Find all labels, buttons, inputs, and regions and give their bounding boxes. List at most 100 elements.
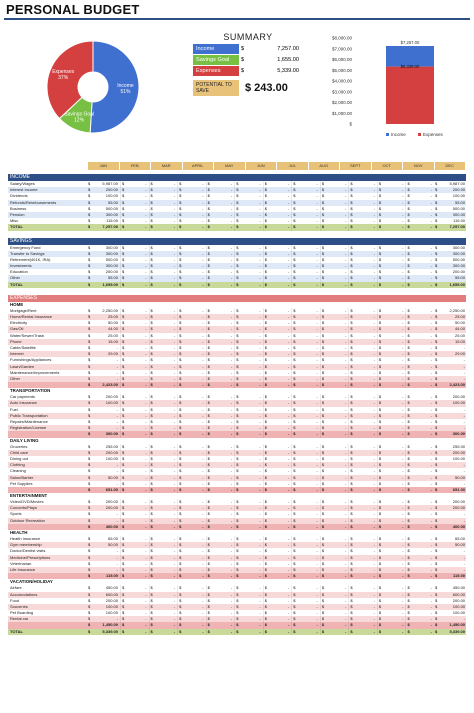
jan-cell[interactable]: $200.00: [88, 499, 120, 505]
month-cell[interactable]: $ -: [120, 281, 149, 288]
month-cell[interactable]: $ -: [205, 412, 235, 419]
month-cell[interactable]: $ -: [148, 616, 178, 623]
month-cell[interactable]: $ -: [291, 431, 320, 438]
table-row[interactable]: $115.00 $ - $ - $ - $ - $ - $ - $ - $ - $ - $ - $ - $115.00: [8, 573, 466, 580]
jan-cell[interactable]: $ -: [88, 345, 120, 351]
month-cell[interactable]: $ -: [148, 449, 178, 456]
month-cell[interactable]: $ -: [376, 218, 406, 225]
month-cell[interactable]: $ -: [234, 616, 263, 623]
table-row[interactable]: Pension $300.00 $ - $ - $ - $ - $ - $ - $ - $ - $ - $ - $ - $300…: [8, 211, 466, 219]
month-cell[interactable]: $ -: [120, 218, 149, 225]
month-cell[interactable]: $ -: [262, 443, 292, 450]
month-cell[interactable]: $ -: [348, 382, 377, 389]
table-row[interactable]: Medicine/Prescriptions $ - $ - $ - $ - $ - $ - $ - $ - $ -…: [8, 554, 466, 561]
month-cell[interactable]: $ -: [319, 357, 349, 364]
month-cell[interactable]: $ -: [319, 455, 349, 463]
month-cell[interactable]: $ -: [177, 199, 206, 206]
month-cell[interactable]: $ -: [205, 462, 235, 469]
month-cell[interactable]: $ -: [405, 218, 434, 225]
month-cell[interactable]: $ -: [120, 462, 149, 469]
month-cell[interactable]: $ -: [405, 573, 434, 580]
month-cell[interactable]: $ -: [405, 560, 434, 567]
month-cell[interactable]: $ -: [262, 591, 292, 598]
month-cell[interactable]: $ -: [376, 224, 406, 231]
month-cell[interactable]: $ -: [262, 244, 292, 251]
table-row[interactable]: Repairs/Maintenance $ - $ - $ - $ - $ - $ - $ - $ - $ - $ - $…: [8, 419, 466, 426]
month-cell[interactable]: $ -: [319, 406, 349, 413]
month-cell[interactable]: $ -: [120, 486, 149, 494]
month-cell[interactable]: $ -: [205, 250, 235, 257]
month-cell[interactable]: $ -: [205, 351, 235, 358]
month-cell[interactable]: $ -: [205, 199, 235, 206]
month-cell[interactable]: $ -: [376, 314, 406, 321]
month-cell[interactable]: $ -: [319, 394, 349, 401]
table-row[interactable]: Concerts/Plays $200.00 $ - $ - $ - $ - $ - $ - $ - $ - $ - $…: [8, 505, 466, 512]
month-cell[interactable]: $ -: [177, 505, 206, 512]
month-cell[interactable]: $ -: [177, 224, 206, 231]
month-cell[interactable]: $ -: [234, 603, 263, 611]
month-cell[interactable]: $ -: [205, 224, 235, 231]
month-cell[interactable]: $ -: [291, 320, 320, 327]
month-cell[interactable]: $ -: [348, 357, 377, 364]
month-cell[interactable]: $ -: [319, 443, 349, 450]
jan-cell[interactable]: $115.00: [88, 218, 120, 224]
month-cell[interactable]: $ -: [376, 269, 406, 276]
table-row[interactable]: TOTAL $1,655.00 $ - $ - $ - $ - $ - $ - $ - $ - $ - $ - $ - $1,6…: [8, 281, 466, 288]
month-cell[interactable]: $ -: [177, 263, 206, 270]
month-cell[interactable]: $ -: [177, 449, 206, 456]
month-cell[interactable]: $ -: [262, 449, 292, 456]
month-cell[interactable]: $ -: [234, 474, 263, 481]
month-cell[interactable]: $ -: [348, 511, 377, 518]
month-cell[interactable]: $ -: [319, 211, 349, 219]
month-cell[interactable]: $ -: [262, 320, 292, 327]
month-cell[interactable]: $ -: [177, 628, 206, 635]
month-cell[interactable]: $ -: [348, 375, 377, 383]
month-cell[interactable]: $ -: [177, 338, 206, 345]
month-cell[interactable]: $ -: [405, 480, 434, 487]
month-cell[interactable]: $ -: [234, 338, 263, 345]
month-cell[interactable]: $ -: [291, 591, 320, 598]
jan-cell[interactable]: $50.00: [88, 475, 120, 481]
month-cell[interactable]: $ -: [348, 338, 377, 345]
month-cell[interactable]: $ -: [262, 351, 292, 358]
month-cell[interactable]: $ -: [376, 419, 406, 426]
jan-cell[interactable]: $25.00: [88, 314, 120, 320]
month-cell[interactable]: $ -: [148, 363, 178, 370]
month-cell[interactable]: $ -: [405, 468, 434, 475]
month-cell[interactable]: $ -: [205, 369, 235, 376]
month-cell[interactable]: $ -: [376, 344, 406, 352]
jan-cell[interactable]: $15.00: [88, 339, 120, 345]
month-cell[interactable]: $ -: [291, 338, 320, 345]
month-cell[interactable]: $ -: [148, 573, 178, 580]
month-cell[interactable]: $ -: [348, 628, 377, 635]
month-cell[interactable]: $ -: [205, 425, 235, 432]
month-cell[interactable]: $ -: [177, 517, 206, 524]
month-cell[interactable]: $ -: [319, 375, 349, 383]
month-cell[interactable]: $ -: [376, 394, 406, 401]
month-cell[interactable]: $ -: [291, 375, 320, 383]
month-cell[interactable]: $ -: [405, 585, 434, 592]
month-cell[interactable]: $ -: [177, 455, 206, 463]
month-cell[interactable]: $ -: [148, 523, 178, 530]
month-cell[interactable]: $ -: [148, 431, 178, 438]
month-cell[interactable]: $ -: [405, 419, 434, 426]
month-cell[interactable]: $ -: [234, 224, 263, 231]
table-row[interactable]: Gas/Oil $44.00 $ - $ - $ - $ - $ - $ - $ - $ - $ - $ - $ - $44.0…: [8, 326, 466, 333]
month-cell[interactable]: $ -: [291, 205, 320, 212]
jan-cell[interactable]: $ -: [88, 468, 120, 474]
month-cell[interactable]: $ -: [319, 462, 349, 469]
jan-cell[interactable]: $2,250.00: [88, 308, 120, 314]
jan-cell[interactable]: $ -: [88, 370, 120, 376]
month-cell[interactable]: $ -: [205, 307, 235, 314]
month-cell[interactable]: $ -: [262, 181, 292, 188]
month-cell[interactable]: $ -: [319, 224, 349, 231]
month-cell[interactable]: $ -: [405, 548, 434, 555]
month-cell[interactable]: $ -: [148, 443, 178, 450]
month-cell[interactable]: $ -: [177, 597, 206, 604]
month-cell[interactable]: $ -: [177, 480, 206, 487]
month-cell[interactable]: $ -: [319, 369, 349, 376]
table-row[interactable]: Business $500.00 $ - $ - $ - $ - $ - $ - $ - $ - $ - $ - $ - $50…: [8, 205, 466, 212]
jan-cell[interactable]: $ -: [88, 555, 120, 561]
month-cell[interactable]: $ -: [405, 542, 434, 549]
month-cell[interactable]: $ -: [262, 363, 292, 370]
